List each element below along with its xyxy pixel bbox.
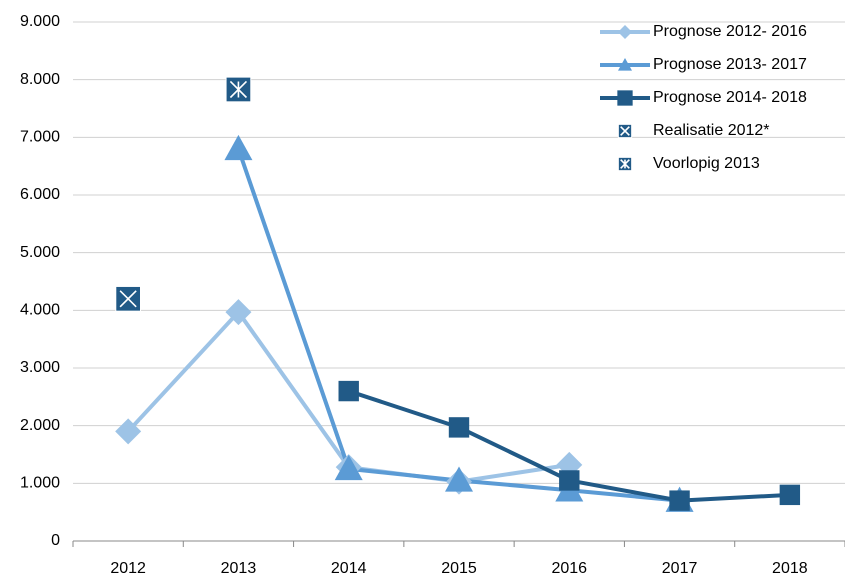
marker [115, 418, 142, 445]
cross [620, 126, 630, 136]
legend-label: Prognose 2012- 2016 [653, 23, 807, 40]
marker [779, 484, 801, 506]
y-tick-label: 5.000 [20, 244, 60, 261]
series-line [236, 148, 680, 503]
x-tick-label: 2012 [110, 560, 146, 576]
y-tick-label: 9.000 [20, 13, 60, 30]
y-tick-label: 0 [51, 532, 60, 549]
y-tick-label: 7.000 [20, 129, 60, 146]
square [779, 484, 801, 506]
legend-label: Prognose 2014- 2018 [653, 89, 807, 106]
marker [334, 454, 363, 481]
x-tick-label: 2015 [441, 560, 477, 576]
square [338, 380, 359, 402]
triangle [445, 466, 473, 492]
cross [119, 290, 137, 308]
diamond [115, 418, 142, 445]
square [669, 490, 690, 511]
marker [445, 466, 473, 492]
marker [618, 58, 632, 71]
marker [225, 76, 252, 103]
x-tick-label: 2016 [551, 560, 587, 576]
marker [618, 25, 632, 39]
marker [617, 123, 633, 139]
marker [617, 156, 633, 172]
cross [620, 159, 630, 169]
legend-label: Voorlopig 2013 [653, 155, 760, 172]
marker [448, 417, 470, 438]
y-tick-label: 6.000 [20, 186, 60, 203]
marker [225, 299, 252, 326]
legend-label: Prognose 2013- 2017 [653, 56, 807, 73]
legend-label: Realisatie 2012* [653, 122, 770, 139]
y-tick-label: 8.000 [20, 71, 60, 88]
square [448, 417, 470, 438]
cross [229, 80, 248, 99]
triangle [224, 134, 253, 161]
y-tick-label: 2.000 [20, 417, 60, 434]
marker [559, 470, 580, 491]
square [559, 470, 580, 491]
y-tick-label: 4.000 [20, 302, 60, 319]
y-tick-label: 1.000 [20, 475, 60, 492]
diamond [225, 299, 252, 326]
triangle [618, 58, 632, 71]
y-tick-label: 3.000 [20, 359, 60, 376]
x-tick-label: 2013 [221, 560, 257, 576]
x-tick-label: 2018 [772, 560, 808, 576]
marker [224, 134, 253, 161]
diamond [618, 25, 632, 39]
square [617, 90, 633, 106]
x-tick-label: 2014 [331, 560, 367, 576]
x-tick-label: 2017 [662, 560, 698, 576]
triangle [334, 454, 363, 481]
marker [115, 285, 141, 312]
marker [617, 90, 633, 106]
marker [669, 490, 690, 511]
marker [338, 380, 359, 402]
